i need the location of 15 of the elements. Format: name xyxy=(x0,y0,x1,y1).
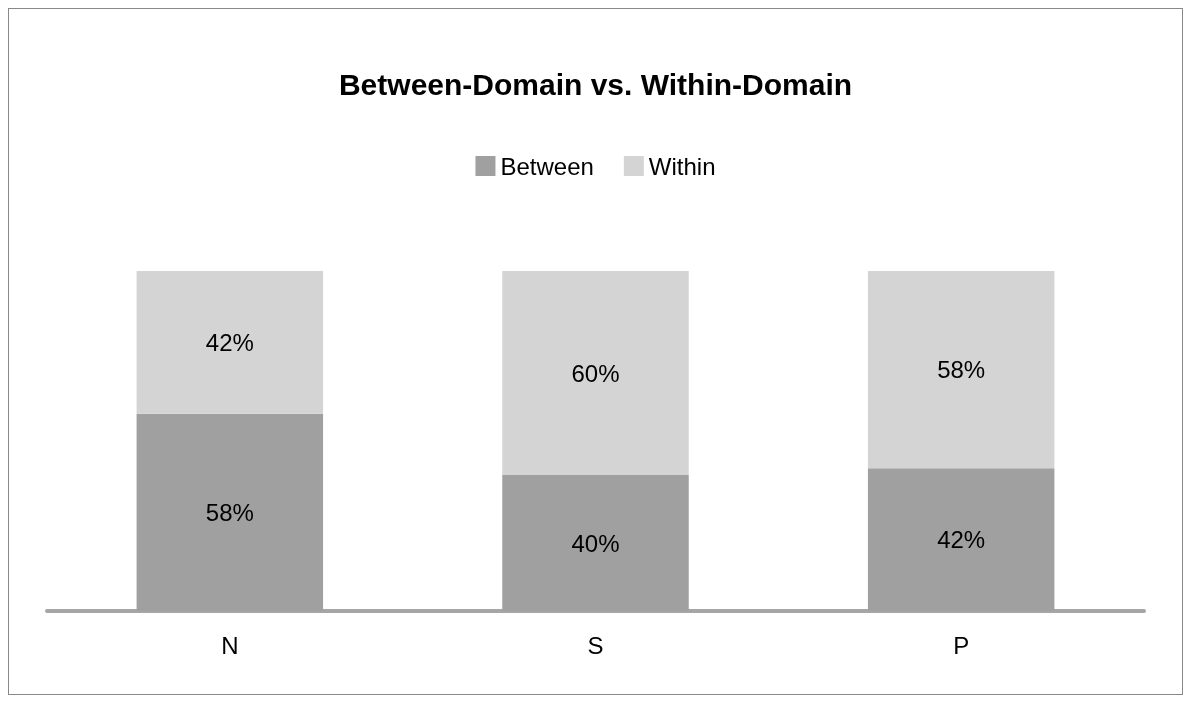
data-label: 60% xyxy=(571,359,620,387)
data-label: 58% xyxy=(937,356,986,384)
data-label: 42% xyxy=(937,526,986,554)
bar xyxy=(867,271,1055,469)
bar xyxy=(502,271,689,475)
data-label: 58% xyxy=(205,498,254,526)
data-label: 40% xyxy=(571,529,620,557)
bar xyxy=(136,271,324,414)
legend-label: Within xyxy=(648,152,716,180)
x-tick-label: S xyxy=(587,631,604,659)
chart-title: Between-Domain vs. Within-Domain xyxy=(338,67,853,101)
x-tick-label: N xyxy=(221,631,239,659)
data-label: 42% xyxy=(205,328,254,356)
x-tick-label: P xyxy=(953,631,970,659)
legend-label: Between xyxy=(500,152,594,180)
